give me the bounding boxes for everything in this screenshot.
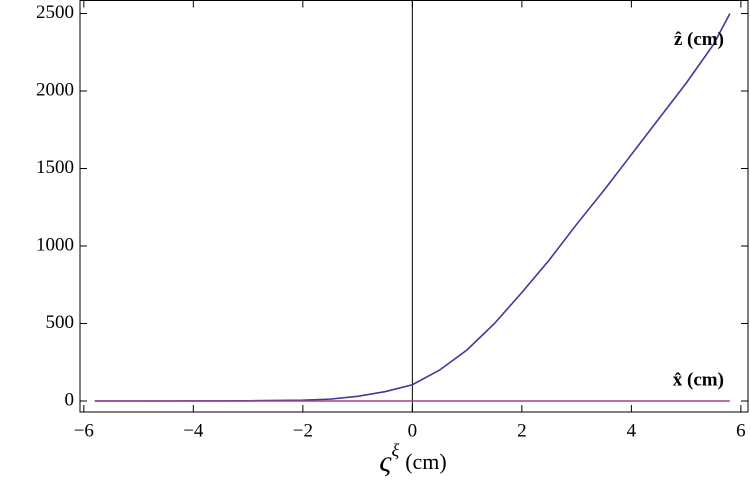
x-tick-label: −6 [74, 420, 94, 441]
x-tick-label: −4 [183, 420, 204, 441]
y-tick-label: 500 [46, 312, 75, 333]
series-label: x̂ (cm) [673, 369, 724, 390]
series-label: ẑ (cm) [674, 29, 724, 50]
x-tick-label: −2 [293, 420, 313, 441]
x-tick-label: 2 [517, 420, 527, 441]
y-tick-label: 2500 [36, 2, 74, 23]
x-axis-label: ςξ (cm) [379, 440, 446, 478]
y-tick-label: 1000 [36, 234, 74, 255]
x-tick-label: 6 [736, 420, 746, 441]
y-tick-label: 2000 [36, 79, 74, 100]
x-tick-label: 4 [627, 420, 637, 441]
y-tick-label: 1500 [36, 157, 74, 178]
y-tick-label: 0 [65, 389, 75, 410]
plot-frame [79, 0, 749, 413]
x-tick-label: 0 [408, 420, 418, 441]
